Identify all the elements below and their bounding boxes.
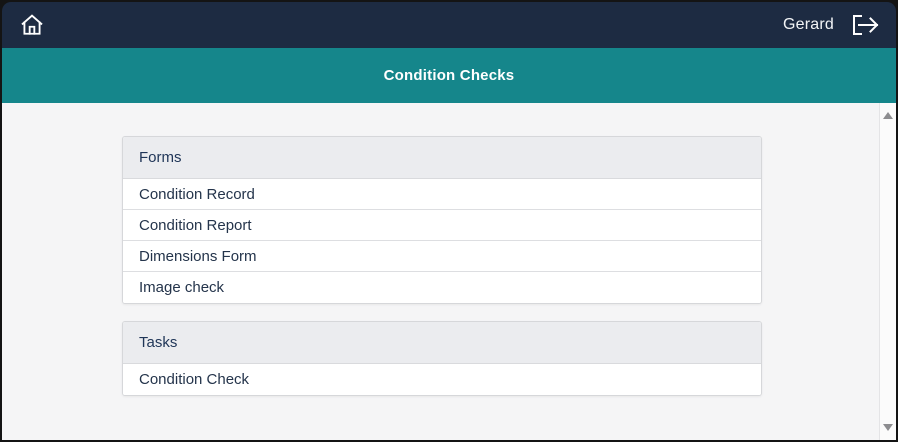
logout-icon	[850, 11, 882, 39]
list-item[interactable]: Image check	[123, 272, 761, 303]
tasks-section-header: Tasks	[123, 322, 761, 364]
logout-button[interactable]	[850, 11, 882, 39]
list-item[interactable]: Condition Report	[123, 210, 761, 241]
page-title: Condition Checks	[383, 67, 515, 84]
forms-section-header: Forms	[123, 137, 761, 179]
list-item[interactable]: Condition Record	[123, 179, 761, 210]
content-area: Forms Condition Record Condition Report Di…	[2, 103, 896, 440]
scroll-down-arrow-icon[interactable]	[883, 424, 893, 431]
forms-section-title: Forms	[139, 149, 182, 166]
tasks-list: Condition Check	[123, 364, 761, 395]
list-item[interactable]: Dimensions Form	[123, 241, 761, 272]
home-icon	[18, 11, 46, 39]
vertical-scrollbar[interactable]	[879, 103, 896, 440]
user-name-label: Gerard	[783, 16, 834, 33]
forms-list: Condition Record Condition Report Dimensio…	[123, 179, 761, 303]
tasks-card: Tasks Condition Check	[122, 321, 762, 396]
tasks-section-title: Tasks	[139, 334, 178, 351]
forms-card: Forms Condition Record Condition Report Di…	[122, 136, 762, 304]
page-header-bar: Condition Checks	[2, 48, 896, 103]
top-navigation-bar: Gerard	[2, 2, 896, 48]
content-inner: Forms Condition Record Condition Report Di…	[2, 103, 879, 440]
home-button[interactable]	[18, 11, 46, 39]
list-item[interactable]: Condition Check	[123, 364, 761, 395]
scroll-up-arrow-icon[interactable]	[883, 112, 893, 119]
